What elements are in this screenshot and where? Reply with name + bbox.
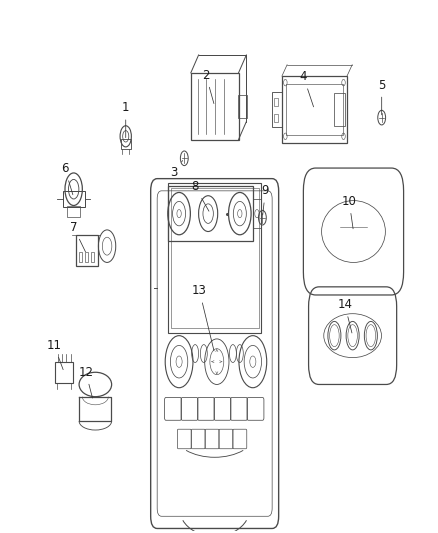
Text: 13: 13	[192, 285, 214, 351]
Text: 10: 10	[342, 195, 357, 229]
Text: 6: 6	[61, 163, 73, 195]
Text: 11: 11	[46, 339, 63, 370]
Text: 12: 12	[78, 366, 93, 398]
Text: 4: 4	[300, 70, 314, 107]
Text: 3: 3	[170, 160, 183, 180]
Text: 5: 5	[378, 78, 385, 115]
Text: 14: 14	[337, 298, 352, 333]
Text: 9: 9	[261, 184, 269, 215]
Text: 1: 1	[122, 101, 130, 138]
Text: 8: 8	[191, 180, 209, 211]
Text: 7: 7	[70, 221, 85, 252]
Text: 2: 2	[202, 69, 214, 103]
